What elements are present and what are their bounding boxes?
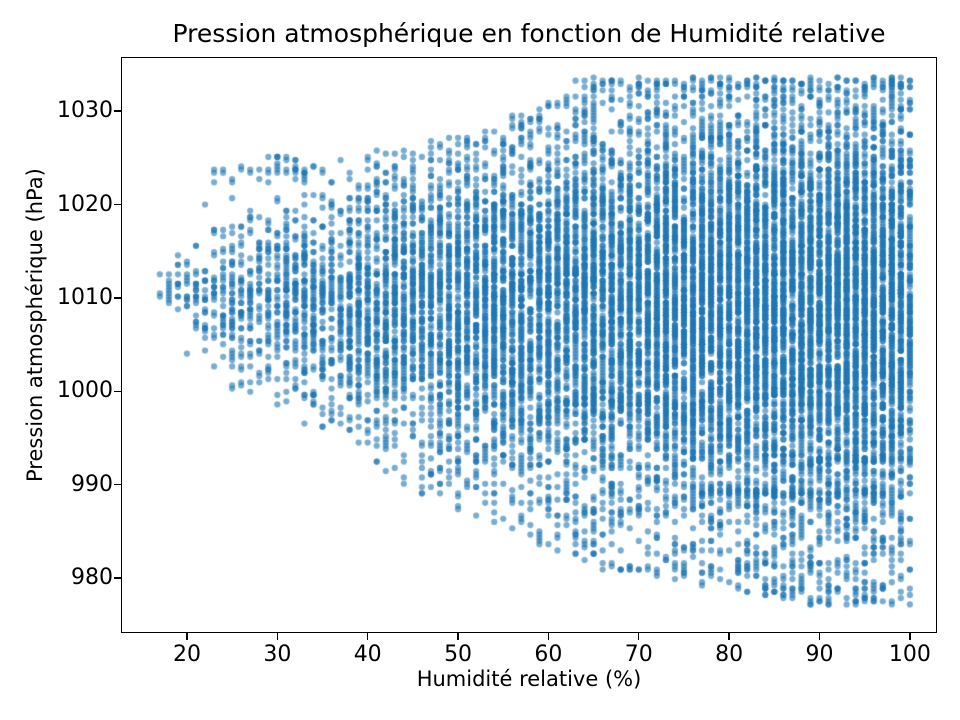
x-tick-mark bbox=[547, 633, 550, 640]
plot-border bbox=[121, 57, 937, 633]
x-tick-label: 60 bbox=[534, 642, 563, 667]
x-tick-label: 50 bbox=[444, 642, 473, 667]
x-axis-label: Humidité relative (%) bbox=[416, 667, 642, 691]
y-tick-label: 980 bbox=[71, 564, 113, 590]
y-tick-mark bbox=[114, 577, 121, 579]
y-tick-label: 1030 bbox=[57, 98, 113, 124]
x-tick-mark bbox=[276, 633, 279, 640]
y-tick-label: 1000 bbox=[57, 378, 113, 404]
x-tick-label: 80 bbox=[715, 642, 744, 667]
x-tick-label: 70 bbox=[624, 642, 653, 667]
x-tick-label: 40 bbox=[353, 642, 382, 667]
y-tick-label: 1010 bbox=[57, 284, 113, 310]
x-tick-label: 30 bbox=[263, 642, 292, 667]
x-tick-label: 20 bbox=[172, 642, 201, 667]
y-tick-mark bbox=[114, 110, 121, 112]
x-tick-mark bbox=[728, 633, 730, 640]
x-tick-mark bbox=[457, 633, 459, 640]
y-tick-mark bbox=[114, 297, 121, 299]
y-tick-mark bbox=[114, 390, 121, 392]
y-tick-mark bbox=[114, 483, 121, 486]
y-tick-mark bbox=[114, 203, 121, 206]
x-tick-mark bbox=[638, 633, 640, 640]
x-tick-mark bbox=[818, 633, 821, 640]
y-tick-label: 990 bbox=[71, 471, 113, 497]
x-tick-mark bbox=[366, 633, 369, 640]
x-tick-mark bbox=[909, 633, 911, 640]
x-tick-label: 100 bbox=[888, 642, 931, 667]
x-tick-label: 90 bbox=[805, 642, 834, 667]
y-axis-label: Pression atmosphérique (hPa) bbox=[23, 168, 47, 482]
y-tick-label: 1020 bbox=[57, 191, 113, 217]
x-tick-mark bbox=[186, 633, 188, 640]
